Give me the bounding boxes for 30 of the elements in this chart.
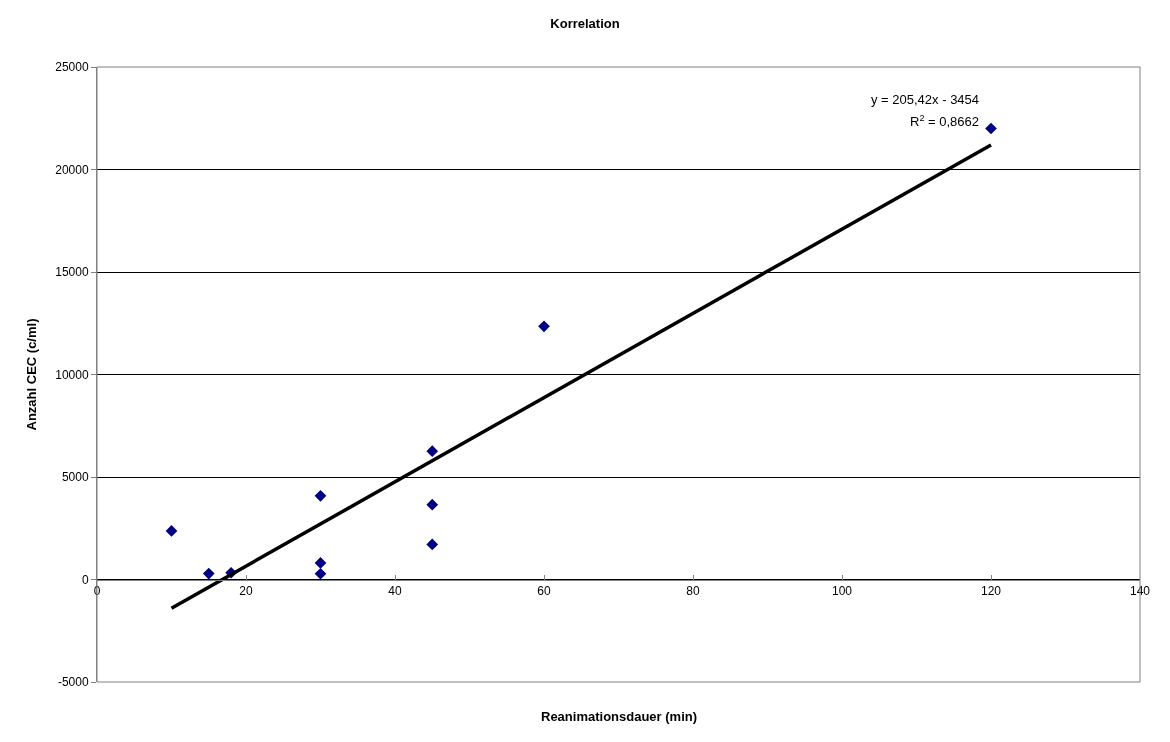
point xyxy=(165,525,178,537)
y-tick-label: 15000 xyxy=(55,265,89,280)
x-tick-label: 0 xyxy=(93,583,101,598)
x-tick-label: 120 xyxy=(980,583,1002,598)
x-tick-label: 60 xyxy=(537,583,551,598)
x-tick-label: 20 xyxy=(239,583,253,598)
y-tick-label: 25000 xyxy=(55,60,89,75)
point xyxy=(314,490,327,502)
y-tick-label: 5000 xyxy=(61,470,89,485)
point xyxy=(314,557,327,569)
annotation: R$^{2}$ = 0,8662 xyxy=(910,113,980,130)
annotation: y = 205,42x - 3454 xyxy=(871,92,980,107)
x-axis-title: Reanimationsdauer (min) xyxy=(541,709,698,724)
y-tick-label: -5000 xyxy=(57,675,89,690)
point xyxy=(538,320,550,333)
point xyxy=(202,567,215,580)
point xyxy=(426,445,439,458)
x-tick-label: 40 xyxy=(388,583,402,598)
y-tick-label: 0 xyxy=(81,572,89,587)
point xyxy=(426,498,439,511)
point xyxy=(314,567,327,580)
point xyxy=(985,122,997,135)
x-tick-label: 80 xyxy=(686,583,700,598)
point xyxy=(426,538,439,551)
chart-title: Korrelation xyxy=(550,15,620,31)
x-tick-label: 140 xyxy=(1129,583,1151,598)
y-tick-label: 20000 xyxy=(55,162,89,177)
y-tick-label: 10000 xyxy=(55,367,89,382)
x-tick-label: 100 xyxy=(831,583,853,598)
y-axis-title: Anzahl CEC (c/ml) xyxy=(24,318,40,431)
